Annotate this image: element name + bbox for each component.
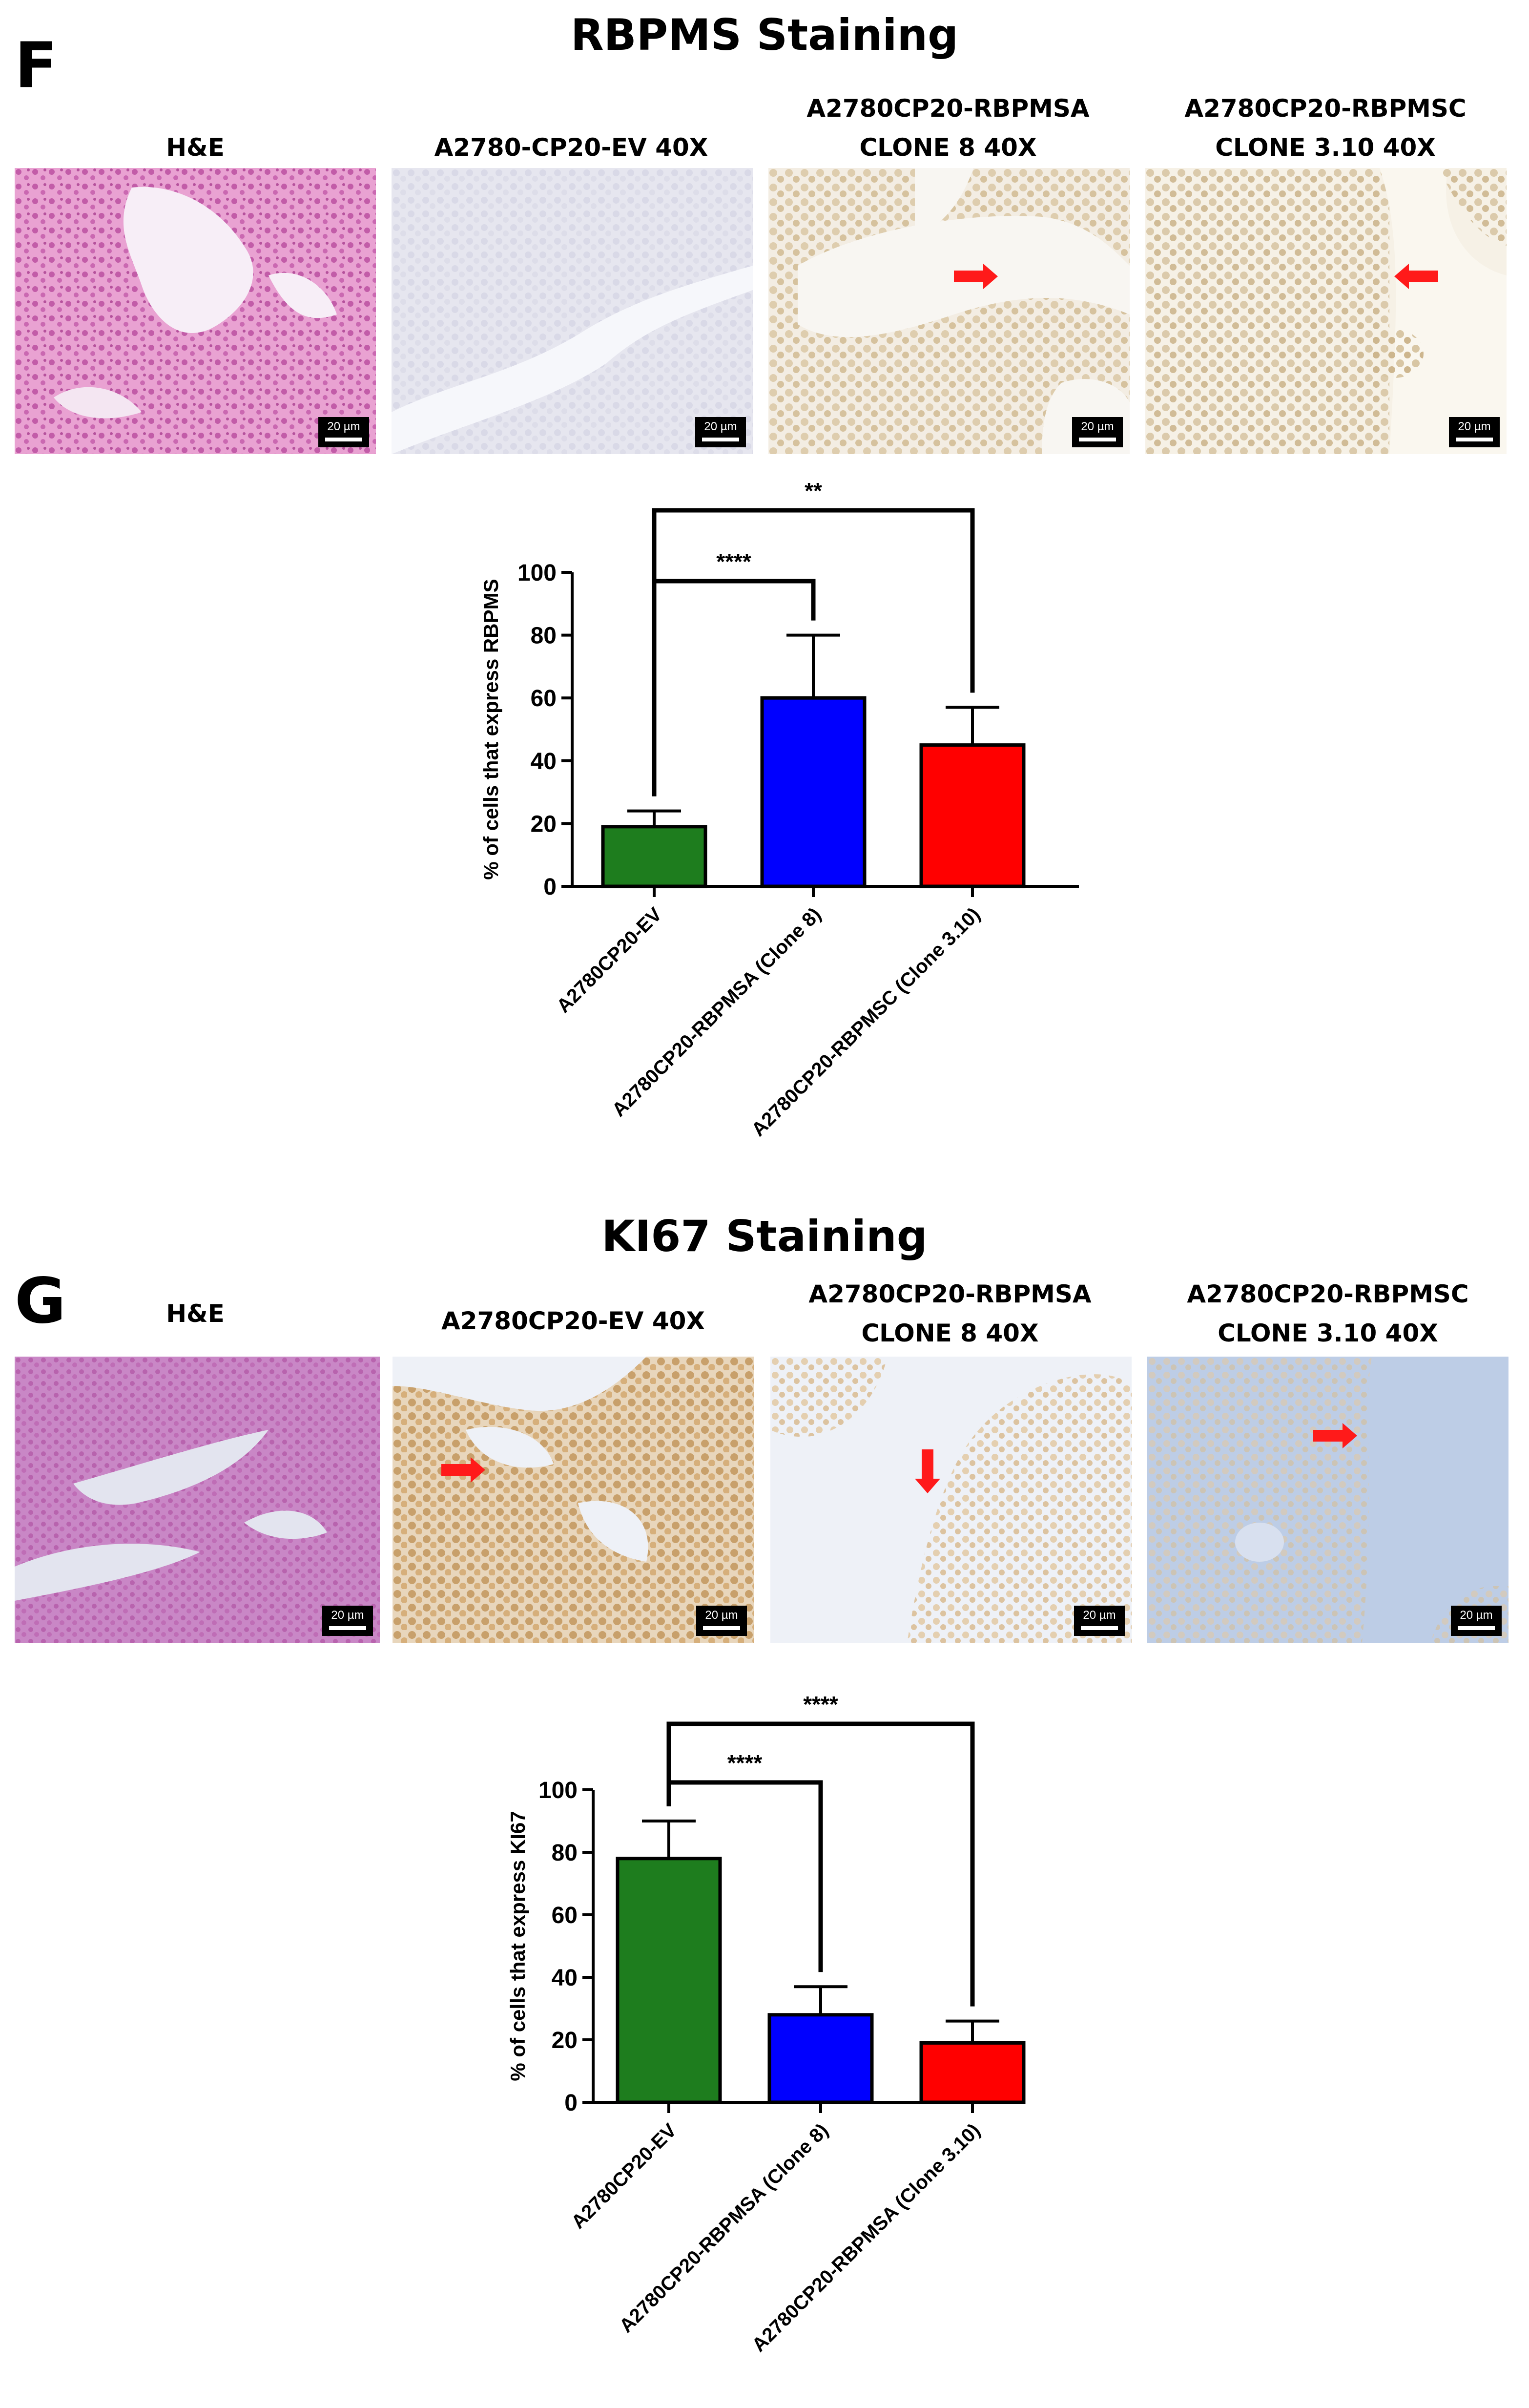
y-axis-label: % of cells that express KI67 [506, 1811, 529, 2081]
significance-bracket [666, 1721, 975, 2007]
micrograph-g-clone8: 20 µm [770, 1357, 1132, 1643]
scale-label: 20 µm [1460, 1609, 1493, 1622]
scale-bar: 20 µm [318, 417, 369, 447]
significance-label: **** [716, 549, 751, 574]
significance-label: **** [727, 1750, 763, 1776]
significance-bracket [652, 508, 975, 796]
label-line: H&E [166, 1299, 225, 1328]
panel-letter-f: F [15, 29, 58, 102]
scale-label: 20 µm [331, 1609, 364, 1622]
y-tick-label: 100 [538, 1778, 578, 1803]
panel-f-title: RBPMS Staining [570, 10, 959, 60]
y-tick-label: 100 [517, 560, 557, 586]
scale-bar: 20 µm [1072, 417, 1123, 447]
y-tick-label: 0 [543, 874, 557, 900]
y-tick-label: 0 [564, 2090, 578, 2116]
micrograph-g-ev: 20 µm [393, 1357, 754, 1643]
bar-1 [616, 1857, 722, 2104]
label-line: CLONE 8 40X [861, 1319, 1039, 1347]
micrograph-f-ev: 20 µm [392, 168, 753, 454]
panel-f-label-he: H&E [15, 128, 376, 167]
label-line: A2780CP20-RBPMSA [808, 1280, 1092, 1308]
micrograph-f-he: 20 µm [15, 168, 376, 454]
scale-label: 20 µm [327, 420, 360, 433]
label-line: A2780CP20-RBPMSC [1187, 1280, 1469, 1308]
panel-g-label-clone310: A2780CP20-RBPMSC CLONE 3.10 40X [1147, 1275, 1508, 1353]
y-tick-label: 60 [552, 1903, 578, 1928]
panel-f-label-clone310: A2780CP20-RBPMSC CLONE 3.10 40X [1145, 89, 1506, 167]
bar-2 [760, 696, 867, 888]
panel-f-label-ev: A2780-CP20-EV 40X [391, 128, 752, 167]
y-tick-label: 60 [531, 686, 557, 712]
micrograph-g-he: 20 µm [15, 1357, 380, 1643]
panel-letter-g: G [15, 1265, 66, 1338]
y-axis-label: % of cells that express RBPMS [479, 579, 502, 879]
scale-label: 20 µm [1083, 1609, 1116, 1622]
scale-label: 20 µm [705, 1609, 738, 1622]
significance-label: **** [803, 1692, 838, 1717]
scale-bar: 20 µm [322, 1606, 373, 1636]
significance-label: ** [805, 478, 822, 503]
bar-2 [767, 2013, 874, 2104]
y-tick-label: 40 [531, 749, 557, 775]
scale-bar: 20 µm [1451, 1606, 1502, 1636]
y-tick-label: 20 [552, 2028, 578, 2053]
panel-g-label-he: H&E [15, 1294, 376, 1333]
panel-g-label-clone8: A2780CP20-RBPMSA CLONE 8 40X [769, 1275, 1131, 1353]
x-category-label: A2780CP20-EV [567, 2119, 681, 2233]
y-tick-label: 80 [552, 1840, 578, 1866]
bar-3 [919, 2041, 1026, 2104]
scale-bar: 20 µm [1074, 1606, 1125, 1636]
panel-f-label-clone8: A2780CP20-RBPMSA CLONE 8 40X [767, 89, 1129, 167]
label-line: A2780CP20-EV 40X [441, 1307, 705, 1335]
label-line: CLONE 3.10 40X [1215, 133, 1436, 162]
micrograph-f-clone310: 20 µm [1145, 168, 1507, 454]
scale-label: 20 µm [1081, 420, 1114, 433]
scale-bar: 20 µm [1449, 417, 1500, 447]
y-tick-label: 80 [531, 623, 557, 649]
scale-bar: 20 µm [696, 1606, 747, 1636]
label-line: CLONE 3.10 40X [1218, 1319, 1438, 1347]
panel-g-label-ev: A2780CP20-EV 40X [393, 1301, 754, 1340]
scale-bar: 20 µm [695, 417, 746, 447]
label-line: CLONE 8 40X [859, 133, 1037, 162]
bar-1 [601, 825, 707, 888]
panel-g-title: KI67 Staining [601, 1211, 928, 1261]
micrograph-f-clone8: 20 µm [768, 168, 1130, 454]
y-tick-label: 40 [552, 1965, 578, 1991]
label-line: A2780-CP20-EV 40X [434, 133, 708, 162]
micrograph-g-clone310: 20 µm [1147, 1357, 1508, 1643]
scale-label: 20 µm [1458, 420, 1491, 433]
bar-chart-rbpms: 0 20 40 60 80 100 % of cells that express RBPM… [479, 478, 1079, 1141]
label-line: H&E [166, 133, 225, 162]
label-line: A2780CP20-RBPMSA [806, 94, 1090, 123]
scale-label: 20 µm [704, 420, 737, 433]
label-line: A2780CP20-RBPMSC [1184, 94, 1467, 123]
y-tick-label: 20 [531, 811, 557, 837]
